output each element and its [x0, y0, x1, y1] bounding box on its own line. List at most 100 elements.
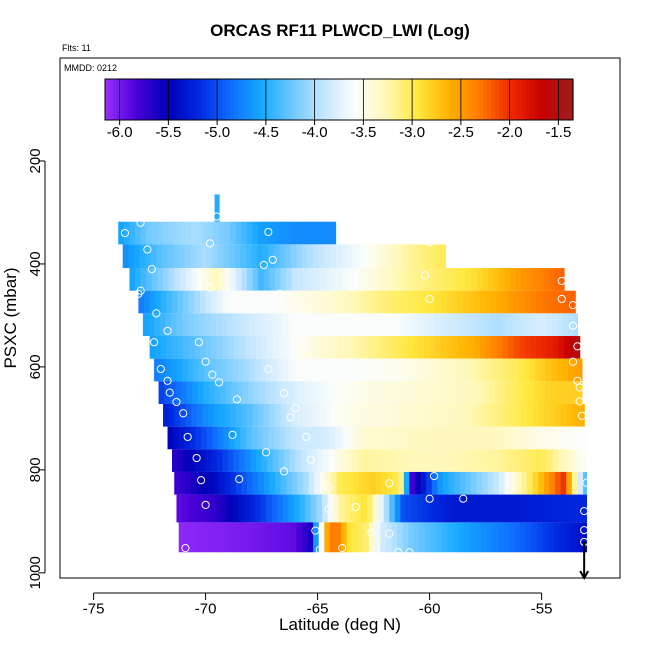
- colorbar-segment: [108, 79, 114, 120]
- heatmap-cell: [472, 381, 479, 404]
- heatmap-cell: [562, 358, 570, 382]
- heatmap-cell: [527, 403, 534, 427]
- heatmap-cell: [523, 313, 530, 337]
- heatmap-cell: [327, 313, 334, 337]
- heatmap-cell: [275, 268, 282, 291]
- colorbar-segment: [479, 79, 484, 120]
- heatmap-cell: [575, 449, 582, 472]
- heatmap-cell: [211, 336, 218, 359]
- heatmap-cell: [361, 313, 368, 337]
- heatmap-cell: [194, 290, 201, 314]
- heatmap-cell: [172, 449, 179, 472]
- heatmap-cell: [392, 403, 399, 427]
- heatmap-cell: [252, 403, 259, 427]
- heatmap-cell: [378, 313, 385, 337]
- heatmap-cell: [481, 522, 488, 553]
- heatmap-cell: [579, 358, 583, 382]
- heatmap-cell: [201, 522, 208, 553]
- heatmap-cell: [258, 403, 265, 427]
- marker-circle: [580, 526, 589, 535]
- heatmap-cell: [553, 426, 561, 450]
- colorbar-segment: [147, 79, 153, 120]
- heatmap-cell: [394, 313, 402, 337]
- heatmap-cell: [264, 381, 272, 404]
- heatmap-cell: [379, 449, 386, 472]
- heatmap-cell: [280, 403, 287, 427]
- marker-circle: [429, 471, 439, 481]
- colorbar-tick-label: -1.5: [545, 124, 571, 141]
- heatmap-cell: [353, 403, 360, 427]
- heatmap-cell: [229, 426, 236, 450]
- heatmap-cell: [493, 471, 500, 495]
- heatmap-cell: [344, 494, 351, 523]
- heatmap-cell: [238, 494, 245, 523]
- heatmap-cell: [277, 313, 284, 337]
- colorbar-segment: [526, 79, 531, 120]
- heatmap-cell: [381, 471, 388, 495]
- colorbar-segment: [276, 79, 282, 120]
- colorbar-segment: [112, 79, 118, 120]
- heatmap-cell: [232, 313, 239, 337]
- heatmap-cell: [272, 290, 279, 314]
- heatmap-cell: [413, 426, 421, 450]
- heatmap-cell: [135, 221, 142, 245]
- heatmap-cell: [475, 522, 482, 553]
- heatmap-cell: [305, 358, 312, 382]
- heatmap-cell: [543, 403, 551, 427]
- heatmap-cell: [245, 426, 253, 450]
- heatmap-cell: [579, 494, 586, 523]
- heatmap-cell: [553, 522, 561, 553]
- heatmap-cell: [163, 221, 170, 245]
- heatmap-cell: [294, 494, 301, 523]
- heatmap-cell: [189, 522, 197, 553]
- heatmap-cell: [185, 403, 192, 427]
- heatmap-cell: [400, 494, 407, 523]
- heatmap-cell: [532, 268, 539, 291]
- heatmap-cell: [495, 494, 502, 523]
- heatmap-cell: [581, 522, 587, 553]
- heatmap-cell: [568, 494, 575, 523]
- heatmap-cell: [308, 403, 315, 427]
- heatmap-cell: [188, 336, 195, 359]
- heatmap-cell: [328, 290, 335, 314]
- heatmap-cell: [431, 403, 439, 427]
- heatmap-cell: [184, 244, 191, 269]
- heatmap-cell: [412, 336, 419, 359]
- heatmap-cell: [319, 471, 327, 495]
- marker-circle: [425, 294, 434, 304]
- heatmap-cell: [357, 426, 365, 450]
- heatmap-cell: [515, 471, 523, 495]
- heatmap-cell: [289, 290, 296, 314]
- heatmap-cell: [182, 313, 189, 337]
- heatmap-cell: [389, 494, 396, 523]
- heatmap-cell: [501, 358, 508, 382]
- heatmap-cell: [521, 471, 528, 495]
- heatmap-cell: [434, 494, 441, 523]
- heatmap-cell: [262, 426, 269, 450]
- heatmap-cell: [291, 268, 299, 291]
- heatmap-cell: [485, 449, 492, 472]
- colorbar-tick-label: -3.0: [399, 124, 425, 141]
- heatmap-cell: [549, 403, 556, 427]
- heatmap-cell: [203, 381, 210, 404]
- colorbar-segment: [358, 79, 363, 120]
- heatmap-cell: [453, 426, 460, 450]
- heatmap-cell: [374, 244, 381, 269]
- heatmap-cell: [407, 449, 414, 472]
- colorbar-segment: [339, 79, 344, 120]
- heatmap-cell: [316, 494, 323, 523]
- heatmap-cell: [266, 358, 273, 382]
- heatmap-cell: [305, 313, 312, 337]
- heatmap-cell: [491, 290, 498, 314]
- marker-circle: [275, 289, 284, 298]
- heatmap-cell: [288, 358, 295, 382]
- marker-circle: [279, 389, 289, 398]
- heatmap-cell: [360, 381, 367, 404]
- colorbar-segment: [128, 79, 133, 120]
- marker-circle: [459, 494, 468, 503]
- heatmap-cell: [530, 449, 537, 472]
- heatmap-cell: [213, 268, 220, 291]
- heatmap-cell: [402, 522, 409, 553]
- marker-circle: [286, 413, 295, 422]
- heatmap-cell: [562, 313, 570, 337]
